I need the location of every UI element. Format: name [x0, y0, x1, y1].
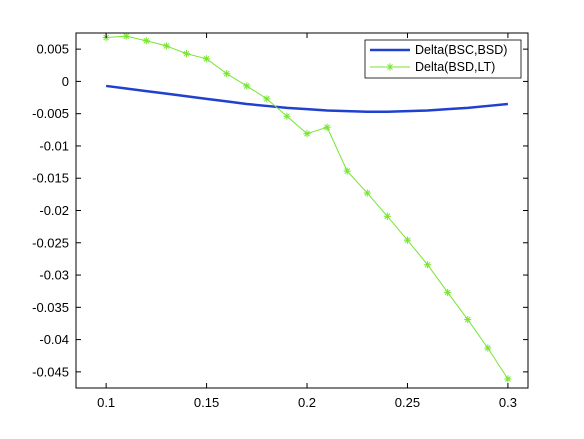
- series-1-point-9-d2: [284, 113, 290, 120]
- series-1-point-12: [343, 167, 351, 175]
- y-tick-label-5: -0.02: [39, 203, 69, 218]
- series-1-point-14-d2: [384, 213, 391, 220]
- series-1-point-13-d2: [364, 190, 371, 196]
- series-1-point-6: [223, 70, 231, 78]
- y-tick-label-9: -0.04: [39, 332, 69, 347]
- series-1-point-5: [202, 55, 211, 63]
- series-1-point-20: [504, 375, 512, 383]
- series-1-point-1-d2: [123, 33, 130, 40]
- plot-area: [76, 33, 528, 388]
- series-1-point-19: [484, 344, 492, 352]
- x-tick-label-0: 0.1: [97, 395, 115, 410]
- series-1-point-13: [363, 189, 371, 197]
- series-1-point-16: [423, 261, 432, 269]
- series-layer: [102, 32, 512, 383]
- y-tick-label-1: 0: [62, 74, 69, 89]
- series-1-point-2-d2: [143, 37, 150, 44]
- series-1-point-16-d2: [424, 261, 431, 268]
- legend-marker-1-star-d2: [387, 64, 393, 70]
- x-tick-label-3: 0.25: [395, 395, 420, 410]
- series-1-point-2: [142, 37, 150, 45]
- y-tick-label-6: -0.025: [32, 235, 69, 250]
- series-1-point-5-d2: [203, 55, 210, 62]
- x-tick-label-4: 0.3: [499, 395, 517, 410]
- legend-label-0: Delta(BSC,BSD): [415, 43, 507, 57]
- series-1-point-11: [323, 123, 331, 131]
- series-1-point-7-d2: [243, 83, 250, 89]
- y-tick-label-7: -0.03: [39, 268, 69, 283]
- series-1-point-3: [162, 42, 170, 50]
- series-1-point-4: [182, 50, 191, 58]
- series-1-point-3-d2: [163, 43, 170, 49]
- y-tick-label-4: -0.015: [32, 171, 69, 186]
- series-1-point-11-d2: [324, 124, 331, 131]
- series-1-point-4-d2: [183, 50, 190, 57]
- series-1-point-14: [383, 212, 391, 220]
- x-tick-label-2: 0.2: [298, 395, 316, 410]
- legend: Delta(BSC,BSD) Delta(BSD,LT): [364, 39, 522, 79]
- ticks-layer: 0.1 0.15 0.2 0.25 0.3 0.005 0 -0.005 -0.01 -0.015…: [32, 33, 528, 410]
- series-1-point-18: [464, 315, 472, 324]
- legend-marker-1: [386, 63, 394, 71]
- legend-label-1: Delta(BSD,LT): [415, 60, 495, 74]
- series-1-point-12-d2: [344, 168, 351, 175]
- series-line-0: [105, 84, 509, 113]
- x-tick-label-1: 0.15: [194, 395, 219, 410]
- series-1-point-15-d2: [404, 237, 411, 244]
- series-1-point-10-d2: [304, 130, 310, 137]
- series-1-point-10: [303, 130, 311, 138]
- series-1-point-20-d2: [505, 376, 511, 382]
- legend-box: [364, 39, 522, 79]
- series-1-point-19-d2: [484, 345, 491, 351]
- y-tick-label-3: -0.01: [39, 138, 69, 153]
- series-1-point-18-d2: [464, 316, 471, 323]
- series-1-point-7: [243, 82, 251, 90]
- series-1-point-6-d2: [223, 70, 230, 77]
- y-tick-label-2: -0.005: [32, 106, 69, 121]
- series-1-point-17: [444, 288, 452, 297]
- y-tick-label-10: -0.045: [32, 364, 69, 379]
- legend-marker-1-star: [386, 63, 394, 71]
- series-1-point-8-d2: [263, 95, 270, 102]
- series-1-point-1: [122, 32, 130, 40]
- y-tick-label-0: 0.005: [36, 42, 69, 57]
- series-1-point-15: [403, 236, 412, 244]
- series-1-point-9: [283, 112, 291, 120]
- y-tick-label-8: -0.035: [32, 300, 69, 315]
- series-1-point-8: [263, 95, 271, 103]
- series-1-point-17-d2: [444, 289, 451, 296]
